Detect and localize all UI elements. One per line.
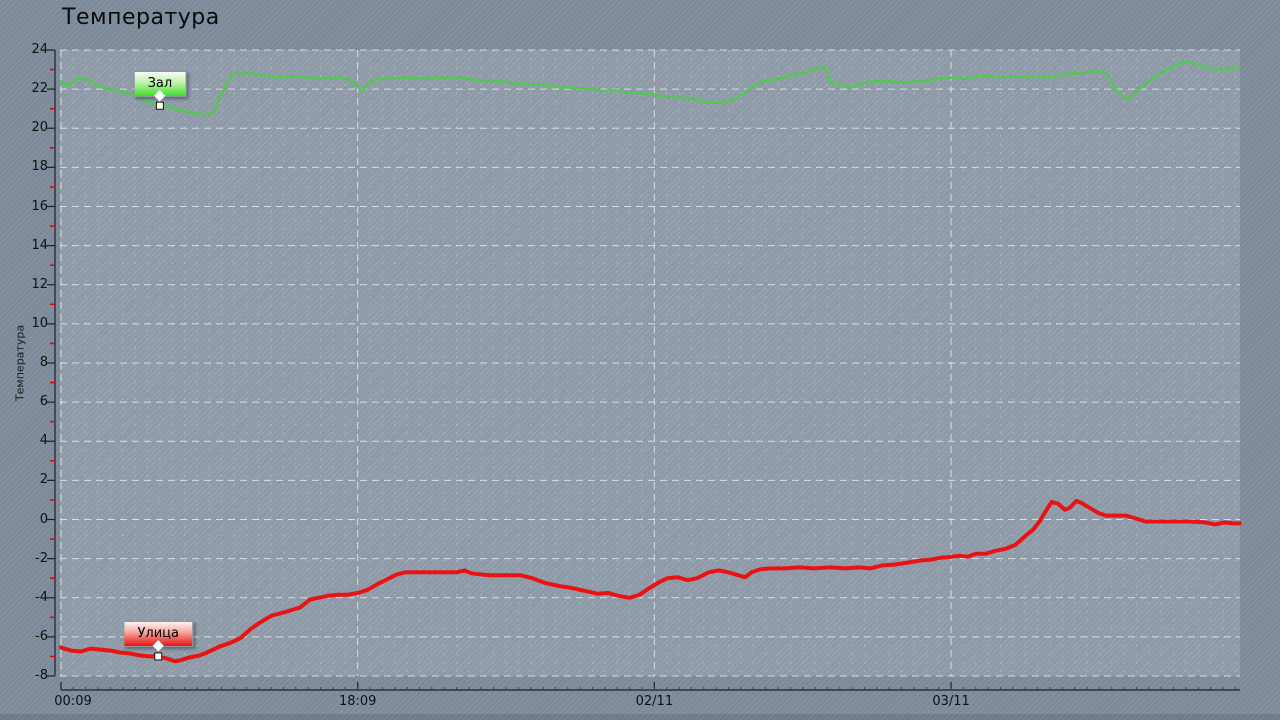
window-bottom-edge xyxy=(0,714,1280,720)
series-line-0 xyxy=(59,60,1241,116)
series-marker-0 xyxy=(155,101,164,110)
y-tick-label: 24 xyxy=(31,42,48,57)
y-tick-label: -4 xyxy=(35,589,48,605)
callout-zal[interactable]: Зал xyxy=(133,70,187,97)
x-tick-label: 02/11 xyxy=(635,694,674,709)
callout-ulitsa-label: Улица xyxy=(137,626,179,642)
y-tick-label: -2 xyxy=(35,550,48,566)
y-tick-label: 4 xyxy=(39,433,48,449)
y-tick-label: 0 xyxy=(39,511,48,527)
y-tick-label: 6 xyxy=(39,394,48,410)
y-tick-label: -8 xyxy=(35,668,48,683)
chart-title: Температура xyxy=(62,5,220,30)
callout-ulitsa[interactable]: Улица xyxy=(123,621,193,648)
y-tick-label: 22 xyxy=(31,81,48,97)
y-tick-label: 18 xyxy=(31,159,48,175)
y-tick-label: 10 xyxy=(31,315,48,331)
y-tick-label: 20 xyxy=(31,120,48,136)
y-tick-label: 8 xyxy=(39,355,48,370)
callout-zal-label: Зал xyxy=(147,75,173,91)
x-tick-label: 03/11 xyxy=(932,694,970,709)
y-tick-label: 14 xyxy=(31,237,48,253)
x-tick-label: 00:09 xyxy=(54,694,92,709)
series-marker-1 xyxy=(154,652,163,661)
series-line-1 xyxy=(59,498,1242,664)
x-tick-label: 18:09 xyxy=(338,694,377,709)
y-tick-label: -6 xyxy=(35,628,48,644)
y-tick-label: 2 xyxy=(39,472,48,488)
y-tick-label: 16 xyxy=(31,198,48,214)
y-tick-label: 12 xyxy=(31,276,48,292)
